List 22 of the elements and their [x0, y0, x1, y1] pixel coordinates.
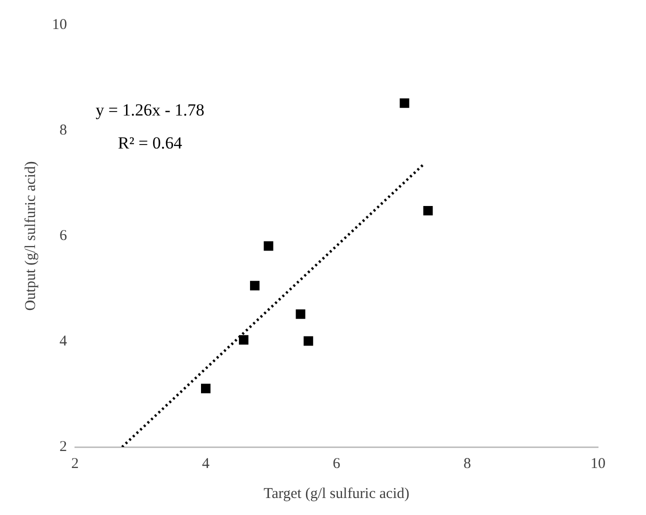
x-tick-label: 8: [464, 456, 471, 472]
annotation: R² = 0.64: [118, 133, 183, 152]
x-tick-label: 4: [202, 456, 210, 472]
point: [400, 98, 410, 108]
y-tick-label: 2: [60, 438, 67, 455]
point: [304, 336, 314, 346]
x-tick-label: 10: [590, 456, 606, 472]
point: [238, 335, 248, 345]
y-axis-title: Output (g/l sulfuric acid): [22, 161, 39, 311]
y-tick-label: 10: [52, 16, 67, 33]
point: [250, 280, 260, 290]
point: [264, 241, 274, 251]
y-tick-label: 8: [60, 122, 67, 138]
x-tick-label: 6: [332, 456, 341, 472]
point: [296, 309, 306, 319]
point: [201, 384, 210, 394]
x-axis-title: Target (g/l sulfuric acid): [264, 486, 410, 502]
annotation: y = 1.26x - 1.78: [96, 100, 204, 120]
x-tick-label: 2: [71, 456, 79, 472]
y-tick-label: 4: [60, 333, 68, 350]
y-tick-label: 6: [60, 228, 68, 244]
point: [423, 206, 433, 216]
